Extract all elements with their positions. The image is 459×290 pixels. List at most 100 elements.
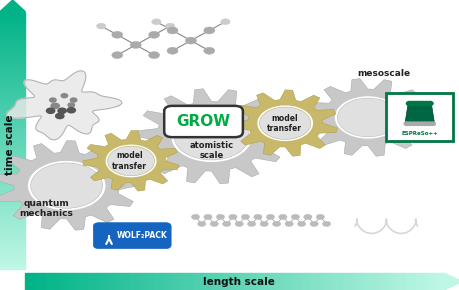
Polygon shape <box>0 267 25 269</box>
Polygon shape <box>439 273 443 290</box>
Circle shape <box>61 94 67 98</box>
Polygon shape <box>0 31 25 33</box>
Polygon shape <box>0 226 25 228</box>
Polygon shape <box>314 273 318 290</box>
Polygon shape <box>91 273 95 290</box>
Polygon shape <box>67 273 71 290</box>
Polygon shape <box>0 113 25 115</box>
Polygon shape <box>112 273 116 290</box>
Polygon shape <box>425 273 429 290</box>
Polygon shape <box>98 273 102 290</box>
Polygon shape <box>0 78 25 80</box>
Circle shape <box>228 214 236 220</box>
Polygon shape <box>325 273 328 290</box>
Polygon shape <box>0 243 25 246</box>
Polygon shape <box>78 273 81 290</box>
Polygon shape <box>0 203 25 205</box>
Circle shape <box>167 47 178 54</box>
Polygon shape <box>342 273 346 290</box>
Polygon shape <box>60 273 63 290</box>
Text: GROW: GROW <box>176 114 230 129</box>
Polygon shape <box>50 273 53 290</box>
Circle shape <box>222 221 230 226</box>
Polygon shape <box>119 273 123 290</box>
Polygon shape <box>83 130 179 191</box>
Polygon shape <box>0 89 25 91</box>
Circle shape <box>165 23 174 29</box>
Polygon shape <box>257 106 312 140</box>
Polygon shape <box>0 149 25 151</box>
Circle shape <box>197 221 206 226</box>
Polygon shape <box>36 273 39 290</box>
Polygon shape <box>29 273 32 290</box>
Polygon shape <box>419 273 422 290</box>
Circle shape <box>419 102 425 106</box>
Polygon shape <box>293 273 297 290</box>
Polygon shape <box>0 91 25 93</box>
Polygon shape <box>171 273 175 290</box>
Circle shape <box>247 221 255 226</box>
Polygon shape <box>0 198 25 200</box>
Circle shape <box>322 221 330 226</box>
Polygon shape <box>0 119 25 121</box>
Circle shape <box>203 214 212 220</box>
Polygon shape <box>227 273 230 290</box>
Polygon shape <box>387 273 391 290</box>
Circle shape <box>412 102 419 106</box>
Polygon shape <box>349 273 353 290</box>
Circle shape <box>112 31 123 38</box>
Polygon shape <box>199 273 203 290</box>
Polygon shape <box>105 273 109 290</box>
Polygon shape <box>0 93 25 95</box>
Circle shape <box>259 107 310 139</box>
Polygon shape <box>74 273 78 290</box>
Text: time scale: time scale <box>5 115 15 175</box>
Polygon shape <box>28 162 105 210</box>
Text: length scale: length scale <box>203 277 274 287</box>
Circle shape <box>68 103 74 107</box>
Polygon shape <box>307 273 311 290</box>
Circle shape <box>422 122 427 126</box>
Polygon shape <box>0 155 25 157</box>
Polygon shape <box>0 177 25 179</box>
Circle shape <box>96 23 106 29</box>
Polygon shape <box>397 273 401 290</box>
Polygon shape <box>422 273 425 290</box>
Polygon shape <box>84 273 88 290</box>
Circle shape <box>46 108 55 113</box>
Polygon shape <box>140 273 144 290</box>
Polygon shape <box>381 273 384 290</box>
Polygon shape <box>0 50 25 52</box>
Circle shape <box>210 221 218 226</box>
Polygon shape <box>0 207 25 209</box>
Polygon shape <box>0 192 25 194</box>
Polygon shape <box>0 27 25 29</box>
Circle shape <box>429 122 434 126</box>
Polygon shape <box>0 173 25 175</box>
Polygon shape <box>318 273 321 290</box>
Polygon shape <box>0 48 25 50</box>
Polygon shape <box>0 85 25 87</box>
Polygon shape <box>300 273 304 290</box>
Polygon shape <box>0 29 25 31</box>
Circle shape <box>416 102 422 106</box>
Polygon shape <box>0 237 25 239</box>
Polygon shape <box>432 273 436 290</box>
Polygon shape <box>353 273 356 290</box>
Polygon shape <box>370 273 373 290</box>
Polygon shape <box>6 71 122 140</box>
Polygon shape <box>404 103 434 123</box>
FancyBboxPatch shape <box>386 93 452 141</box>
Polygon shape <box>179 273 182 290</box>
Circle shape <box>174 113 249 160</box>
Polygon shape <box>0 151 25 153</box>
Polygon shape <box>234 273 238 290</box>
Polygon shape <box>286 273 290 290</box>
Polygon shape <box>126 273 129 290</box>
Circle shape <box>191 214 199 220</box>
Polygon shape <box>0 99 25 102</box>
Polygon shape <box>258 273 262 290</box>
Polygon shape <box>306 79 429 156</box>
Polygon shape <box>363 273 366 290</box>
Polygon shape <box>0 74 25 76</box>
